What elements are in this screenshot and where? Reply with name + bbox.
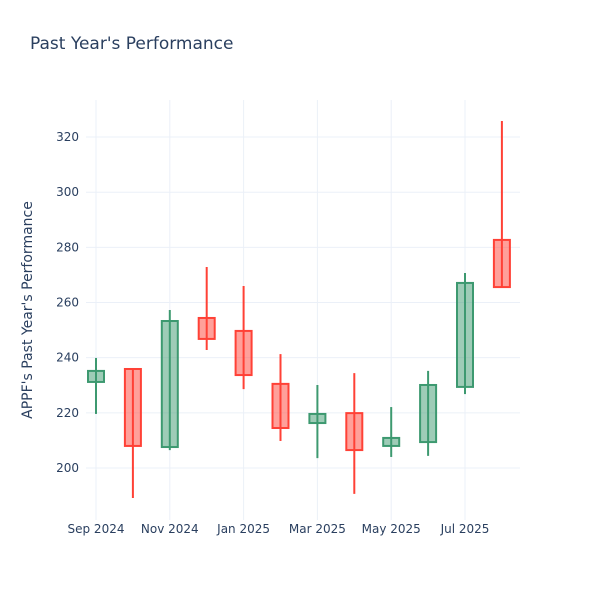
candle-body [345, 412, 364, 452]
y-tick-label: 220 [56, 406, 79, 420]
y-tick-label: 200 [56, 461, 79, 475]
y-tick-label: 320 [56, 130, 79, 144]
candle-body [492, 238, 511, 289]
candle-apr-2025 [345, 373, 364, 494]
candle-oct-2024 [123, 367, 142, 499]
candle-body [382, 436, 401, 447]
candle-jan-2025 [234, 285, 253, 390]
candle-body [197, 316, 216, 340]
candle-body [87, 369, 105, 383]
candle-body [234, 329, 253, 377]
x-tick-label: Jul 2025 [440, 522, 490, 536]
candle-sep-2024 [87, 357, 105, 414]
candle-nov-2024 [160, 309, 179, 451]
candle-jun-2025 [419, 370, 438, 456]
y-axis-label: APPF's Past Year's Performance [20, 201, 36, 419]
candle-feb-2025 [271, 354, 290, 441]
candle-aug-2025 [492, 121, 511, 289]
candle-body [271, 382, 290, 430]
candle-body [123, 367, 142, 447]
x-tick-label: Jan 2025 [216, 522, 270, 536]
chart-title: Past Year's Performance [30, 34, 234, 54]
x-tick-label: May 2025 [362, 522, 421, 536]
x-tick-label: Mar 2025 [289, 522, 346, 536]
candle-body [456, 281, 474, 388]
y-tick-label: 280 [56, 240, 79, 254]
candle-dec-2024 [197, 266, 216, 350]
x-tick-label: Sep 2024 [68, 522, 125, 536]
candle-body [308, 412, 327, 425]
candle-jul-2025 [456, 273, 474, 395]
candles [87, 121, 511, 499]
axes: 200 220 240 260 280 300 320 Sep 2024 Nov 2024 Jan… [56, 130, 489, 536]
candle-body [419, 383, 438, 444]
candle-may-2025 [382, 407, 401, 457]
candle-body [160, 319, 179, 449]
y-tick-label: 260 [56, 296, 79, 310]
y-tick-label: 240 [56, 351, 79, 365]
grid [86, 100, 520, 520]
candle-mar-2025 [308, 384, 327, 459]
y-tick-label: 300 [56, 185, 79, 199]
x-tick-label: Nov 2024 [141, 522, 199, 536]
